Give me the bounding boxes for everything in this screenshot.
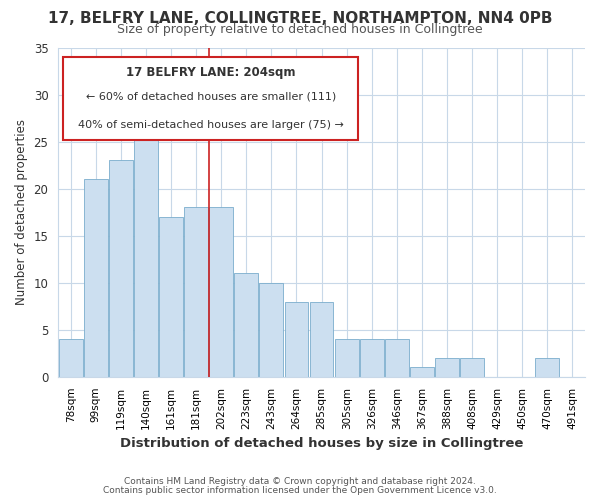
Bar [235,274,258,377]
Bar [184,208,208,377]
Text: Size of property relative to detached houses in Collingtree: Size of property relative to detached ho… [117,22,483,36]
Text: 40% of semi-detached houses are larger (75) →: 40% of semi-detached houses are larger (… [78,120,344,130]
Bar [109,160,133,377]
Text: 17, BELFRY LANE, COLLINGTREE, NORTHAMPTON, NN4 0PB: 17, BELFRY LANE, COLLINGTREE, NORTHAMPTO… [48,11,552,26]
Bar [59,339,83,377]
Y-axis label: Number of detached properties: Number of detached properties [15,119,28,305]
Bar [284,302,308,377]
Text: 17 BELFRY LANE: 204sqm: 17 BELFRY LANE: 204sqm [126,66,296,78]
Bar [84,179,108,377]
Bar [435,358,459,377]
Bar [335,339,359,377]
Bar [209,208,233,377]
X-axis label: Distribution of detached houses by size in Collingtree: Distribution of detached houses by size … [120,437,523,450]
Text: Contains HM Land Registry data © Crown copyright and database right 2024.: Contains HM Land Registry data © Crown c… [124,477,476,486]
Bar [460,358,484,377]
Bar [385,339,409,377]
Bar [310,302,334,377]
Bar [159,217,183,377]
Bar [535,358,559,377]
Bar [410,368,434,377]
FancyBboxPatch shape [64,58,358,140]
Bar [134,123,158,377]
Text: Contains public sector information licensed under the Open Government Licence v3: Contains public sector information licen… [103,486,497,495]
Bar [259,282,283,377]
Bar [360,339,383,377]
Text: ← 60% of detached houses are smaller (111): ← 60% of detached houses are smaller (11… [86,92,336,102]
